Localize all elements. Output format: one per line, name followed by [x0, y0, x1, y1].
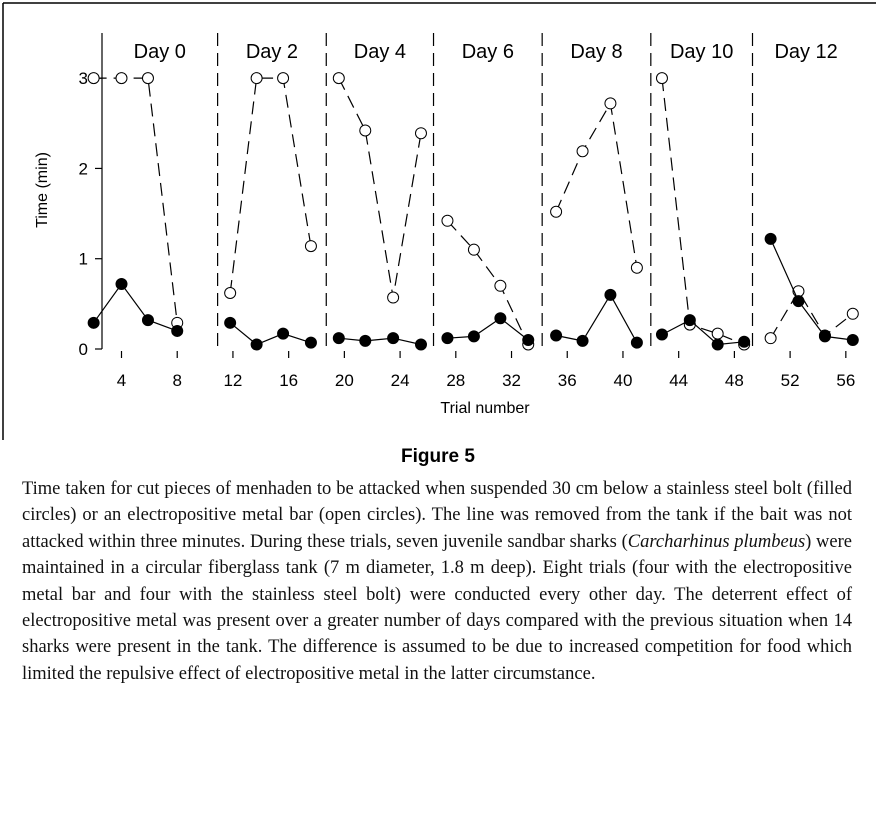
data-point: [494, 312, 507, 325]
data-point: [683, 314, 696, 327]
data-point: [304, 336, 317, 349]
data-point: [332, 72, 345, 85]
y-axis-label: Time (min): [34, 152, 51, 228]
data-point: [630, 336, 643, 349]
data-point: [655, 328, 668, 341]
data-point: [604, 288, 617, 301]
data-point: [441, 214, 454, 227]
data-point: [576, 334, 589, 347]
data-point: [522, 333, 535, 346]
x-tick-label: 12: [223, 371, 242, 390]
x-tick-label: 44: [669, 371, 688, 390]
x-tick-label: 28: [446, 371, 465, 390]
day-label: Day 0: [134, 41, 186, 63]
x-tick-label: 24: [391, 371, 410, 390]
x-tick-label: 32: [502, 371, 521, 390]
data-point: [332, 332, 345, 345]
data-point: [387, 291, 400, 304]
data-point: [115, 277, 128, 290]
data-point: [846, 333, 859, 346]
x-tick-label: 4: [117, 371, 126, 390]
data-point: [711, 338, 724, 351]
x-tick-label: 48: [725, 371, 744, 390]
data-point: [414, 127, 427, 140]
data-point: [250, 72, 263, 85]
data-point: [87, 316, 100, 329]
y-tick-label: 0: [79, 340, 88, 359]
x-tick-label: 16: [279, 371, 298, 390]
data-point: [441, 332, 454, 345]
data-point: [655, 72, 668, 85]
data-point: [630, 261, 643, 274]
caption-text: Time taken for cut pieces of menhaden to…: [22, 476, 852, 687]
caption-segment: ) were maintained in a circular fibergla…: [22, 531, 852, 684]
data-point: [846, 307, 859, 320]
y-tick-label: 3: [79, 69, 88, 88]
data-point: [576, 145, 589, 158]
x-tick-label: 52: [781, 371, 800, 390]
data-point: [304, 240, 317, 253]
x-tick-label: 36: [558, 371, 577, 390]
data-point: [277, 72, 290, 85]
data-point: [250, 338, 263, 351]
data-point: [115, 72, 128, 85]
day-label: Day 6: [462, 41, 514, 63]
data-point: [414, 338, 427, 351]
caption-segment: Time taken for cut pieces of menhaden to…: [22, 479, 852, 552]
data-point: [359, 334, 372, 347]
data-point: [277, 327, 290, 340]
series-line: [93, 238, 853, 346]
data-point: [738, 335, 751, 348]
caption-species: Carcharhinus plumbeus: [627, 531, 806, 552]
data-point: [550, 329, 563, 342]
data-point: [467, 330, 480, 343]
data-point: [467, 243, 480, 256]
data-point: [604, 97, 617, 110]
day-label: Day 2: [246, 41, 298, 63]
x-tick-label: 40: [613, 371, 632, 390]
caption-label: Figure 5: [401, 446, 475, 467]
day-label: Day 12: [774, 41, 837, 63]
data-point: [359, 124, 372, 137]
data-point: [792, 295, 805, 308]
data-point: [224, 316, 237, 329]
day-label: Day 8: [570, 41, 622, 63]
data-point: [550, 205, 563, 218]
data-point: [387, 332, 400, 345]
data-point: [818, 330, 831, 343]
day-label: Day 10: [670, 41, 733, 63]
data-point: [87, 72, 100, 85]
day-label: Day 4: [354, 41, 406, 63]
data-point: [711, 327, 724, 340]
x-axis-label: Trial number: [440, 400, 530, 417]
data-point: [494, 279, 507, 292]
data-point: [171, 324, 184, 337]
data-point: [141, 72, 154, 85]
x-tick-label: 8: [172, 371, 181, 390]
data-point: [224, 287, 237, 300]
data-point: [141, 314, 154, 327]
y-tick-label: 2: [79, 159, 88, 178]
y-tick-label: 1: [79, 250, 88, 269]
x-tick-label: 20: [335, 371, 354, 390]
data-point: [764, 332, 777, 345]
x-tick-label: 56: [836, 371, 855, 390]
data-point: [764, 232, 777, 245]
series-line: [93, 77, 854, 346]
